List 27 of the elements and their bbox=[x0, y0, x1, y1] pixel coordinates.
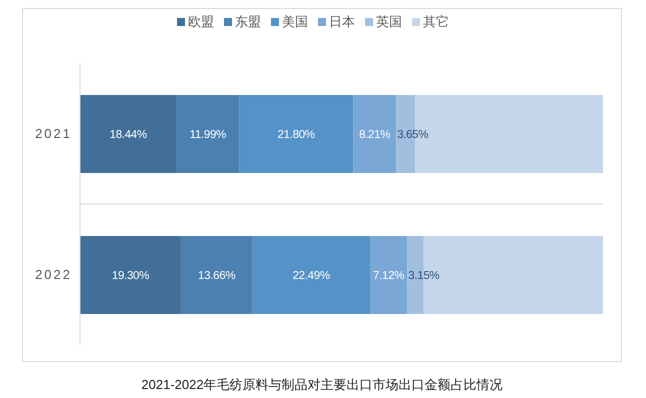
bar bbox=[180, 236, 252, 314]
bar bbox=[80, 95, 176, 173]
data-label: 13.66% bbox=[198, 270, 236, 282]
text: 2021-2022年毛纺原料与制品对主要出口市场出口金额占比情况 bbox=[140, 376, 504, 394]
data-label: 3.65% bbox=[397, 129, 428, 141]
data-label: 18.44% bbox=[110, 129, 147, 141]
legend-label: 美国 bbox=[282, 13, 308, 31]
data-label: 22.49% bbox=[292, 270, 330, 282]
legend-label: 欧盟 bbox=[188, 13, 214, 31]
legend-label: 日本 bbox=[329, 13, 355, 31]
bar bbox=[353, 95, 396, 173]
bar bbox=[370, 236, 408, 314]
bar bbox=[176, 95, 240, 173]
data-label: 19.30% bbox=[112, 270, 150, 282]
legend-label: 英国 bbox=[376, 13, 402, 31]
data-label: 21.80% bbox=[278, 129, 315, 141]
legend-label: 其它 bbox=[423, 13, 449, 31]
bar bbox=[252, 236, 370, 314]
y-tick-label: 2021 bbox=[35, 126, 72, 142]
data-label: 3.15% bbox=[408, 270, 440, 282]
data-label: 11.99% bbox=[190, 129, 226, 141]
data-label: 8.21% bbox=[359, 129, 390, 141]
bar bbox=[80, 236, 181, 314]
y-tick-label: 2022 bbox=[35, 267, 72, 282]
legend-label: 东盟 bbox=[235, 13, 261, 31]
data-label: 7.12% bbox=[373, 270, 404, 282]
bar bbox=[239, 95, 354, 173]
